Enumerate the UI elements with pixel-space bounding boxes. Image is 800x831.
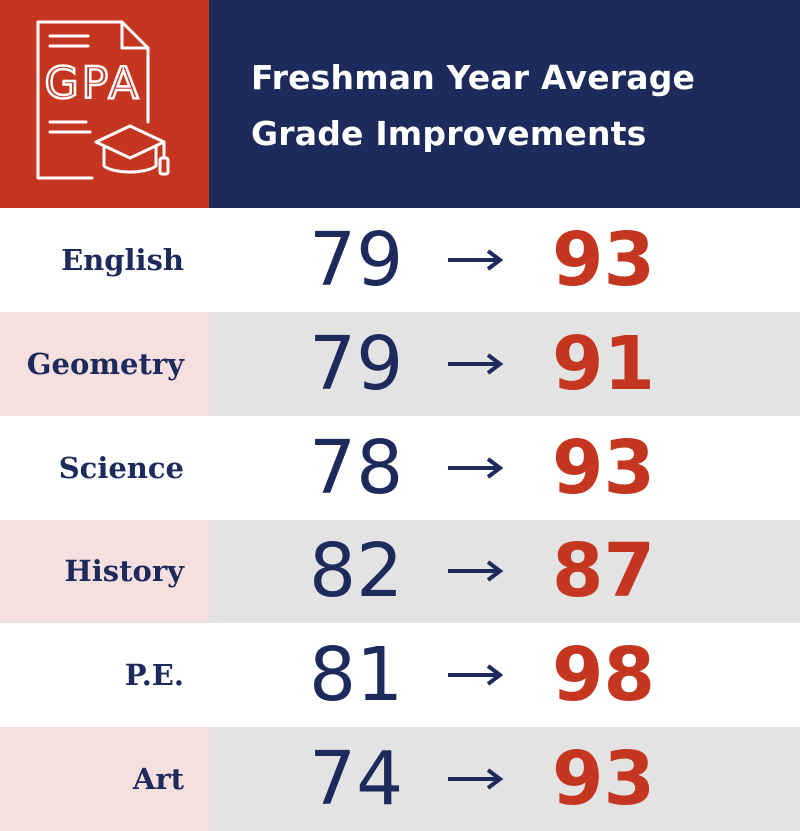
gpa-report-card-icon: GPA — [36, 20, 170, 180]
right-arrow-icon — [446, 520, 504, 624]
table-row: Geometry 79 91 — [0, 311, 800, 416]
right-arrow-icon — [446, 312, 504, 416]
subject-label: Art — [132, 762, 184, 797]
grade-cell: 79 91 — [209, 311, 800, 416]
title-line-1: Freshman Year Average — [251, 58, 696, 97]
subject-cell: English — [0, 208, 209, 312]
subject-cell: Art — [0, 727, 209, 831]
subject-label: Science — [58, 450, 184, 485]
right-arrow-icon — [446, 623, 504, 727]
subject-cell: P.E. — [0, 623, 209, 727]
grade-after: 87 — [552, 528, 655, 615]
grade-after: 91 — [552, 320, 655, 407]
icon-panel: GPA — [0, 0, 209, 208]
right-arrow-icon — [446, 416, 504, 520]
gpa-icon-text: GPA — [45, 58, 142, 109]
grade-before: 79 — [309, 320, 404, 407]
grade-after: 98 — [552, 632, 655, 719]
grade-after: 93 — [552, 216, 655, 303]
right-arrow-icon — [446, 208, 504, 312]
grade-cell: 78 93 — [209, 416, 800, 520]
grade-cell: 82 87 — [209, 519, 800, 624]
grade-before: 82 — [309, 528, 404, 615]
grade-cell: 81 98 — [209, 623, 800, 727]
table-row: English 79 93 — [0, 208, 800, 312]
subject-cell: History — [0, 519, 209, 624]
grade-before: 78 — [309, 424, 404, 511]
subject-label: P.E. — [124, 658, 184, 693]
grade-before: 79 — [309, 216, 404, 303]
grade-before: 74 — [309, 736, 404, 823]
grades-table: English 79 93 Geometry 79 91 Science 78 93 Histor… — [0, 208, 800, 831]
subject-label: History — [64, 554, 184, 589]
title-line-2: Grade Improvements — [251, 114, 647, 153]
grade-before: 81 — [309, 632, 404, 719]
table-row: Art 74 93 — [0, 727, 800, 831]
header: GPA Freshman Year Average Grade Improvem… — [0, 0, 800, 208]
subject-label: English — [61, 242, 184, 277]
grade-cell: 74 93 — [209, 727, 800, 831]
page-title: Freshman Year Average Grade Improvements — [251, 50, 791, 162]
grade-cell: 79 93 — [209, 208, 800, 312]
table-row: P.E. 81 98 — [0, 623, 800, 727]
title-panel: Freshman Year Average Grade Improvements — [209, 0, 800, 208]
right-arrow-icon — [446, 727, 504, 831]
subject-cell: Geometry — [0, 311, 209, 416]
subject-cell: Science — [0, 416, 209, 520]
grade-after: 93 — [552, 424, 655, 511]
table-row: History 82 87 — [0, 519, 800, 624]
subject-label: Geometry — [26, 346, 184, 381]
grade-after: 93 — [552, 736, 655, 823]
table-row: Science 78 93 — [0, 416, 800, 520]
